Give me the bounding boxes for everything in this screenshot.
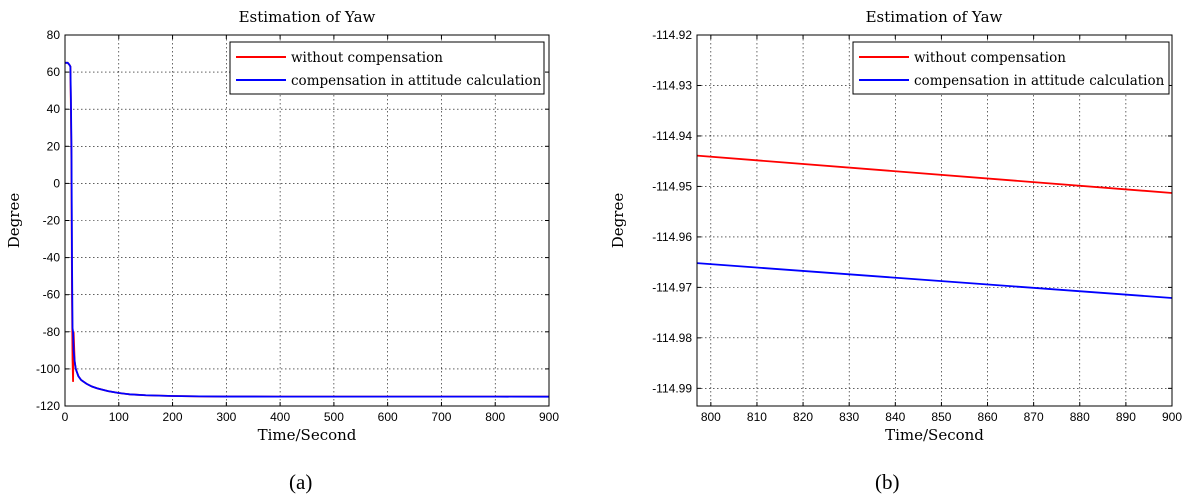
axes-frame [696,34,1173,407]
x-tick-label: 820 [793,410,813,424]
series-line-1 [697,262,1172,299]
caption-b: (b) [875,470,900,494]
legend-label-1: compensation in attitude calculation [914,73,1165,89]
x-axis-label: Time/Second [885,426,984,444]
x-axis-label: Time/Second [258,426,357,444]
y-tick-label: -60 [43,288,61,302]
legend-label-1: compensation in attitude calculation [291,73,542,89]
y-tick-label: -120 [36,399,60,413]
x-tick-label: 200 [163,410,183,424]
y-tick-label: -114.96 [652,230,692,244]
x-tick-label: 850 [931,410,951,424]
y-tick-label: 60 [47,65,61,79]
chart-panel-0: 0 100 200 300 400 500 600 700 800 900-120-100-80-… [5,8,559,444]
plot-area [697,35,1172,406]
y-tick-label: -100 [36,362,60,376]
chart-title: Estimation of Yaw [239,8,376,26]
legend-box [229,41,545,95]
legend: without compensation compensation in atti… [852,41,1170,95]
x-tick-label: 890 [1116,410,1136,424]
x-tick-label: 100 [109,410,129,424]
x-tick-label: 860 [978,410,998,424]
series-line-0 [697,154,1172,194]
x-tick-label: 800 [485,410,505,424]
x-tick-label: 870 [1024,410,1044,424]
legend-box [852,41,1170,95]
x-tick-label: 900 [1162,410,1182,424]
y-axis-label: Degree [5,193,23,249]
legend-label-0: without compensation [914,50,1066,66]
y-tick-label: 40 [47,102,61,116]
x-tick-label: 0 [62,410,69,424]
y-tick-label: -40 [43,251,61,265]
x-tick-label: 700 [431,410,451,424]
y-tick-label: -20 [43,214,61,228]
x-tick-label: 300 [216,410,236,424]
caption-a: (a) [289,470,313,494]
legend: without compensation compensation in atti… [229,41,545,95]
y-tick-label: -114.94 [652,129,692,143]
x-tick-label: 600 [378,410,398,424]
x-tick-label: 840 [885,410,905,424]
x-tick-label: 800 [701,410,721,424]
y-tick-label: -114.93 [652,78,692,92]
y-tick-label: -114.92 [652,28,692,42]
y-tick-label: -114.99 [652,381,692,395]
y-tick-label: -114.97 [652,280,692,294]
chart-title: Estimation of Yaw [866,8,1003,26]
x-tick-label: 900 [539,410,559,424]
y-tick-label: -80 [43,325,61,339]
y-tick-label: -114.95 [652,179,692,193]
legend-label-0: without compensation [291,50,443,66]
x-tick-label: 880 [1070,410,1090,424]
y-tick-label: 20 [47,139,61,153]
x-tick-label: 400 [270,410,290,424]
x-tick-label: 500 [324,410,344,424]
x-tick-label: 810 [747,410,767,424]
y-axis-label: Degree [609,193,627,249]
y-tick-label: 0 [53,176,60,190]
y-tick-label: 80 [47,28,61,42]
series-line-1 [65,61,549,398]
x-tick-label: 830 [839,410,859,424]
chart-panel-1: 800 810 820 830 840 850 860 870 880 890 900 -114.99… [609,8,1182,444]
y-tick-label: -114.98 [652,331,692,345]
